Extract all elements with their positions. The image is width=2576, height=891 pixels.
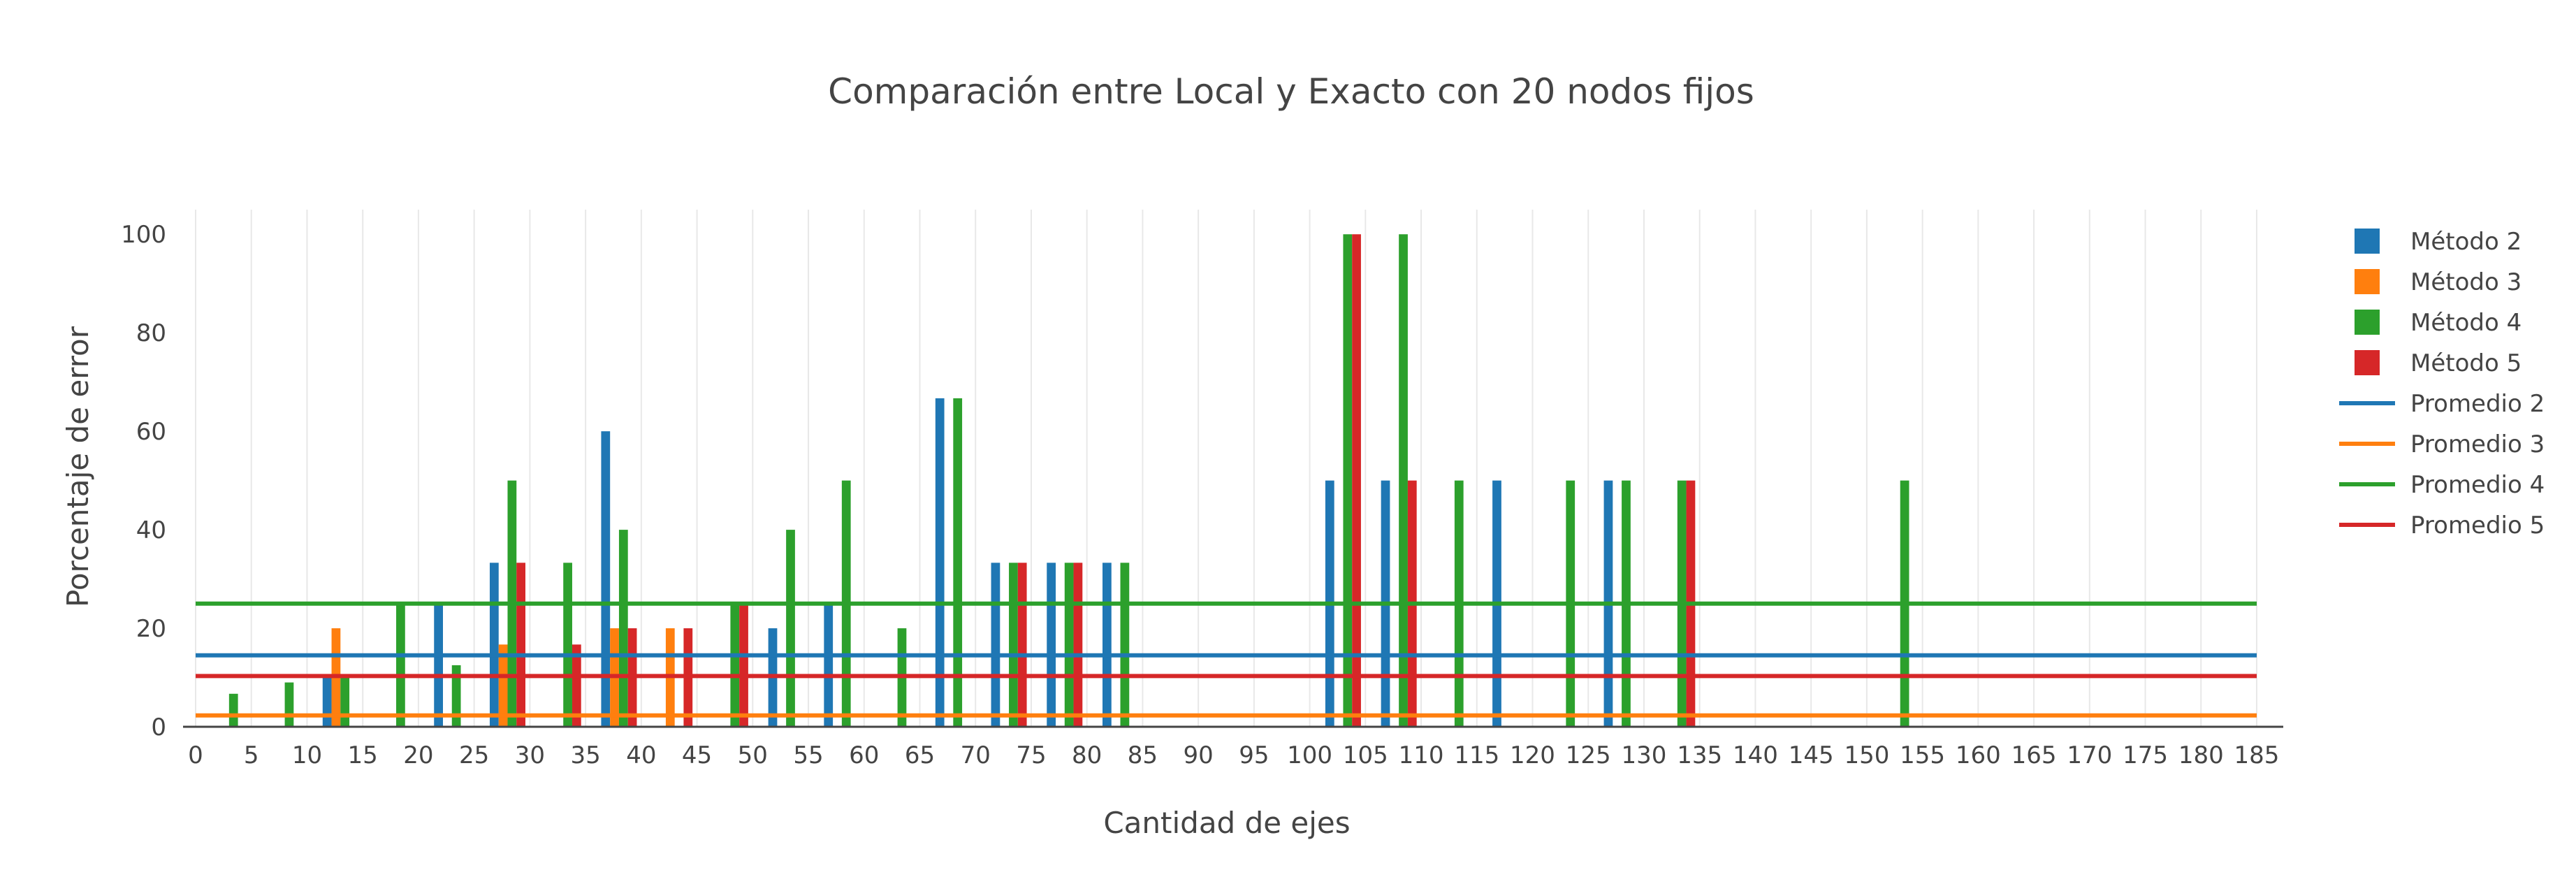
x-tick-labels: 0 5 10 15 20 25 30 35 40 45 50 55 60 65 70 75 80 85 90 95 10… (188, 741, 2279, 769)
x-axis-title: Cantidad de ejes (1103, 806, 1350, 840)
grid (195, 210, 2257, 727)
bar-m-todo-4 (1343, 234, 1353, 727)
x-tick-label: 60 (849, 741, 879, 769)
x-tick-label: 125 (1566, 741, 1611, 769)
average-lines (196, 601, 2257, 718)
x-tick-label: 140 (1733, 741, 1778, 769)
bar-m-todo-2 (1103, 563, 1112, 727)
x-tick-label: 30 (515, 741, 545, 769)
y-tick-label: 60 (136, 418, 166, 446)
x-tick-label: 180 (2178, 741, 2224, 769)
x-tick-label: 5 (244, 741, 259, 769)
x-tick-label: 100 (1287, 741, 1332, 769)
y-tick-label: 40 (136, 516, 166, 544)
legend: Método 2 Método 3 Método 4 Método 5 Promedio… (2339, 228, 2545, 539)
x-tick-label: 110 (1399, 741, 1444, 769)
bar-m-todo-4 (563, 563, 572, 727)
legend-label-m-todo-3: Método 3 (2410, 268, 2522, 296)
bars (228, 234, 1909, 727)
bar-m-todo-5 (572, 644, 581, 727)
x-tick-label: 75 (1016, 741, 1046, 769)
x-tick-label: 135 (1677, 741, 1722, 769)
bar-m-todo-4 (451, 665, 461, 727)
x-tick-label: 55 (793, 741, 823, 769)
bar-m-todo-2 (1047, 563, 1056, 727)
bar-m-todo-4 (1120, 563, 1130, 727)
x-tick-label: 185 (2234, 741, 2280, 769)
x-tick-label: 90 (1184, 741, 1214, 769)
x-tick-label: 165 (2011, 741, 2057, 769)
y-tick-label: 80 (136, 319, 166, 347)
x-tick-label: 10 (292, 741, 322, 769)
bar-m-todo-4 (396, 603, 405, 727)
x-tick-label: 80 (1072, 741, 1102, 769)
bar-m-todo-4 (953, 398, 963, 727)
legend-swatch-m-todo-4 (2355, 310, 2380, 335)
y-tick-label: 20 (136, 615, 166, 643)
legend-label-promedio-3: Promedio 3 (2410, 430, 2545, 458)
y-axis-title: Porcentaje de error (61, 326, 95, 607)
bar-m-todo-5 (516, 563, 525, 727)
legend-label-promedio-2: Promedio 2 (2410, 390, 2545, 418)
bar-m-todo-4 (1009, 563, 1018, 727)
x-tick-label: 15 (348, 741, 378, 769)
bar-m-todo-4 (228, 693, 238, 727)
legend-label-promedio-4: Promedio 4 (2410, 471, 2545, 499)
y-tick-label: 100 (121, 221, 166, 249)
bar-m-todo-4 (1399, 234, 1408, 727)
legend-label-m-todo-5: Método 5 (2410, 349, 2522, 377)
bar-m-todo-4 (340, 677, 350, 727)
x-tick-label: 95 (1239, 741, 1269, 769)
x-tick-label: 150 (1844, 741, 1889, 769)
bar-m-todo-4 (1064, 563, 1074, 727)
x-tick-label: 115 (1454, 741, 1499, 769)
legend-swatch-m-todo-2 (2355, 229, 2380, 254)
x-tick-label: 85 (1128, 741, 1158, 769)
bar-m-todo-2 (601, 431, 611, 727)
bar-m-todo-2 (489, 563, 499, 727)
x-tick-label: 65 (905, 741, 935, 769)
legend-label-m-todo-2: Método 2 (2410, 228, 2522, 256)
bar-m-todo-4 (786, 530, 795, 727)
bar-m-todo-2 (991, 563, 1000, 727)
bar-m-todo-5 (1352, 234, 1361, 727)
x-tick-label: 160 (1956, 741, 2001, 769)
x-tick-label: 130 (1622, 741, 1667, 769)
x-tick-label: 40 (626, 741, 656, 769)
x-tick-label: 175 (2123, 741, 2168, 769)
x-tick-label: 105 (1343, 741, 1388, 769)
bar-m-todo-2 (322, 677, 332, 727)
x-tick-label: 45 (682, 741, 712, 769)
x-tick-label: 25 (459, 741, 489, 769)
legend-swatch-m-todo-5 (2355, 350, 2380, 375)
bar-m-todo-2 (935, 398, 945, 727)
x-tick-label: 120 (1510, 741, 1555, 769)
bar-m-todo-4 (284, 682, 294, 727)
x-tick-label: 70 (961, 741, 991, 769)
x-tick-label: 0 (188, 741, 203, 769)
bar-m-todo-5 (739, 603, 748, 727)
bar-m-todo-4 (730, 603, 740, 727)
x-tick-label: 155 (1900, 741, 1945, 769)
bar-m-todo-5 (1073, 563, 1083, 727)
chart-title: Comparación entre Local y Exacto con 20 … (828, 71, 1754, 112)
x-tick-label: 170 (2067, 741, 2112, 769)
bar-m-todo-4 (618, 530, 628, 727)
y-tick-label: 0 (151, 713, 166, 741)
bar-m-todo-3 (498, 644, 508, 727)
x-tick-label: 145 (1789, 741, 1834, 769)
bar-m-todo-2 (824, 603, 834, 727)
y-tick-labels: 0 20 40 60 80 100 (121, 221, 166, 741)
legend-swatch-m-todo-3 (2355, 269, 2380, 294)
bar-m-todo-2 (434, 603, 443, 727)
x-tick-label: 35 (570, 741, 600, 769)
legend-label-m-todo-4: Método 4 (2410, 309, 2522, 337)
bar-m-todo-5 (1017, 563, 1027, 727)
x-tick-label: 20 (403, 741, 433, 769)
legend-label-promedio-5: Promedio 5 (2410, 512, 2545, 539)
x-tick-label: 50 (738, 741, 768, 769)
